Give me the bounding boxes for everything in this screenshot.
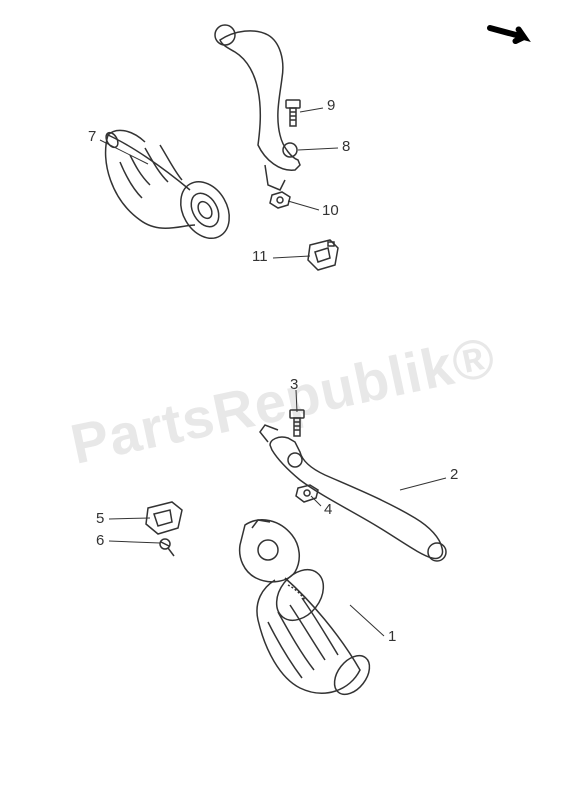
part-switch-5 [146,502,182,534]
part-bolt-9 [286,100,300,126]
part-switch-11 [308,240,338,270]
part-brake-lever [260,425,446,561]
callout-10: 10 [322,202,339,219]
callout-8: 8 [342,138,350,155]
part-bolt-3 [290,410,304,436]
part-nut-10 [270,192,290,208]
callout-3: 3 [290,376,298,393]
part-grip-left [104,130,239,247]
callout-1: 1 [388,628,396,645]
direction-arrow [488,22,525,43]
callout-2: 2 [450,466,458,483]
callout-6: 6 [96,532,104,549]
callout-11: 11 [252,248,268,265]
callout-9: 9 [327,97,335,114]
callout-7: 7 [88,128,96,145]
callout-4: 4 [324,501,332,518]
part-screw-6 [160,539,174,556]
parts-diagram-svg [0,0,566,800]
callout-5: 5 [96,510,104,527]
